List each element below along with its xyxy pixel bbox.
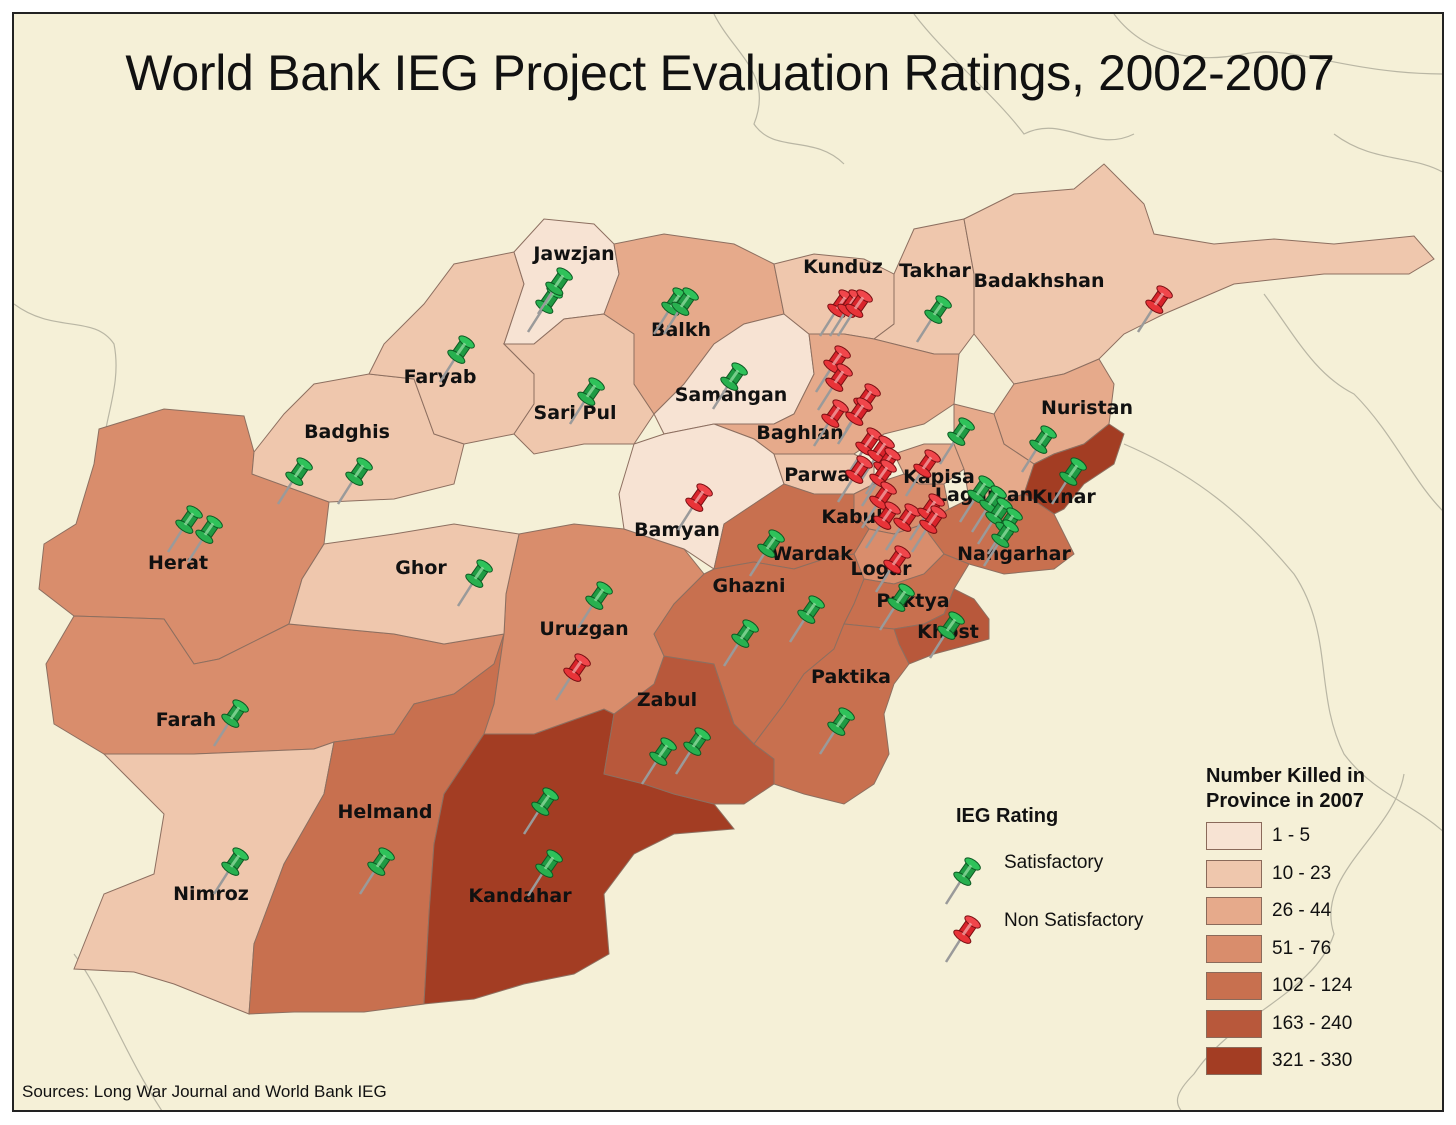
map-title: World Bank IEG Project Evaluation Rating… bbox=[125, 45, 1335, 101]
province-sari-pul bbox=[502, 313, 655, 455]
legend-swatch-1 bbox=[1206, 822, 1262, 850]
killed-legend-title-line2: Province in 2007 bbox=[1206, 790, 1364, 812]
label-nuristan: Nuristan bbox=[1041, 397, 1133, 419]
source-note: Sources: Long War Journal and World Bank… bbox=[22, 1082, 387, 1101]
label-takhar: Takhar bbox=[899, 260, 971, 282]
label-parwan: Parwan bbox=[784, 464, 864, 486]
label-kunar: Kunar bbox=[1032, 486, 1096, 508]
label-faryab: Faryab bbox=[404, 366, 477, 388]
killed-legend-title: Number Killed in Province in 2007 bbox=[1206, 764, 1365, 814]
label-zabul: Zabul bbox=[637, 689, 697, 711]
legend-class-6: 163 - 240 bbox=[1272, 1013, 1353, 1034]
province-ghor bbox=[288, 523, 520, 645]
label-paktika: Paktika bbox=[811, 666, 891, 688]
province-labels: Jawzjan Balkh Kunduz Takhar Badakhshan F… bbox=[148, 243, 1133, 907]
label-helmand: Helmand bbox=[337, 801, 432, 823]
label-kandahar: Kandahar bbox=[468, 885, 572, 907]
label-jawzjan: Jawzjan bbox=[531, 243, 614, 265]
label-ghazni: Ghazni bbox=[712, 575, 785, 597]
legend-swatch-7 bbox=[1206, 1047, 1262, 1075]
label-nimroz: Nimroz bbox=[173, 883, 249, 905]
label-badghis: Badghis bbox=[304, 421, 390, 443]
legend-class-4: 51 - 76 bbox=[1272, 938, 1332, 959]
label-nangarhar: Nangarhar bbox=[957, 543, 1071, 565]
label-ghor: Ghor bbox=[395, 557, 447, 579]
label-kunduz: Kunduz bbox=[803, 256, 883, 278]
province-paktika bbox=[753, 623, 910, 805]
label-baghlan: Baghlan bbox=[756, 422, 843, 444]
label-wardak: Wardak bbox=[771, 543, 853, 565]
label-samangan: Samangan bbox=[675, 384, 788, 406]
legend-class-2: 10 - 23 bbox=[1272, 863, 1332, 884]
legend-satisfactory-icon bbox=[944, 853, 985, 906]
label-herat: Herat bbox=[148, 552, 208, 574]
label-bamyan: Bamyan bbox=[634, 519, 720, 541]
legend-class-1: 1 - 5 bbox=[1272, 825, 1311, 846]
legend-satisfactory-label: Satisfactory bbox=[1004, 852, 1104, 873]
label-balkh: Balkh bbox=[651, 319, 711, 341]
legend-non-satisfactory-label: Non Satisfactory bbox=[1004, 910, 1144, 931]
legend-swatch-5 bbox=[1206, 972, 1262, 1000]
legend-class-5: 102 - 124 bbox=[1272, 975, 1353, 996]
legend-class-7: 321 - 330 bbox=[1272, 1050, 1353, 1071]
legend-class-3: 26 - 44 bbox=[1272, 900, 1332, 921]
afghanistan-map: Jawzjan Balkh Kunduz Takhar Badakhshan F… bbox=[14, 14, 1442, 1110]
label-badakhshan: Badakhshan bbox=[973, 270, 1104, 292]
legend-swatch-4 bbox=[1206, 935, 1262, 963]
label-uruzgan: Uruzgan bbox=[539, 618, 628, 640]
legend-swatch-3 bbox=[1206, 897, 1262, 925]
legend-swatch-2 bbox=[1206, 860, 1262, 888]
label-sari-pul: Sari Pul bbox=[534, 402, 617, 424]
label-farah: Farah bbox=[156, 709, 216, 731]
legend-non-satisfactory-icon bbox=[944, 911, 985, 964]
neighbor-borders bbox=[14, 14, 1442, 1110]
rating-legend-title: IEG Rating bbox=[956, 805, 1059, 827]
killed-legend-title-line1: Number Killed in bbox=[1206, 765, 1365, 787]
label-kabul: Kabul bbox=[821, 506, 882, 528]
legend-swatch-6 bbox=[1206, 1010, 1262, 1038]
map-frame: Jawzjan Balkh Kunduz Takhar Badakhshan F… bbox=[12, 12, 1444, 1112]
